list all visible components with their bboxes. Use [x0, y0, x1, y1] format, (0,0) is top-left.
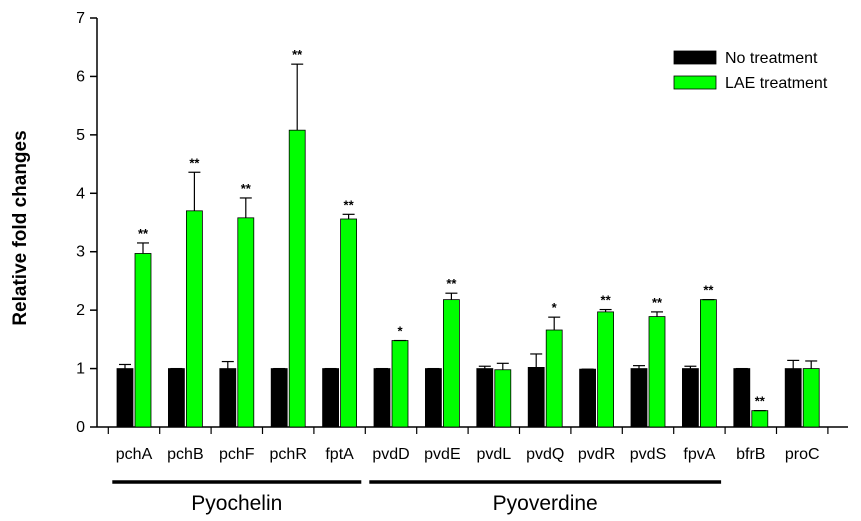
- x-tick-label: proC: [785, 446, 820, 463]
- x-tick-label: pchF: [219, 446, 255, 463]
- y-tick-label: 3: [76, 244, 85, 261]
- significance-label: **: [344, 197, 355, 212]
- bar-no-treatment: [733, 368, 751, 428]
- bar-no-treatment: [682, 368, 699, 428]
- legend-label: No treatment: [725, 50, 818, 67]
- x-tick-label: pvdS: [630, 446, 666, 463]
- significance-label: **: [703, 283, 714, 298]
- bar-lae-treatment: [134, 253, 152, 428]
- bar-lae-treatment: [751, 410, 769, 428]
- legend-swatch: [673, 75, 717, 90]
- x-tick-label: bfrB: [736, 446, 765, 463]
- bar-lae-treatment: [597, 311, 614, 428]
- x-tick-label: fpvA: [683, 446, 715, 463]
- bar-no-treatment: [116, 368, 134, 428]
- y-tick-label: 2: [76, 302, 85, 319]
- significance-label: **: [189, 155, 200, 170]
- significance-label: **: [241, 181, 252, 196]
- significance-label: **: [601, 293, 612, 308]
- x-tick-label: pvdL: [476, 446, 511, 463]
- bar-lae-treatment: [391, 340, 409, 428]
- bar-lae-treatment: [494, 369, 512, 428]
- x-tick-label: fptA: [325, 446, 354, 463]
- y-tick-label: 1: [76, 361, 85, 378]
- plot-area: 0 1 2 3 4 5 6 7 ** pchA ** pchB ** pchF ** pchR ** fptA * p…: [76, 10, 848, 515]
- significance-label: **: [446, 276, 457, 291]
- x-tick-label: pvdR: [578, 446, 615, 463]
- bar-lae-treatment: [340, 218, 358, 428]
- y-tick-label: 4: [76, 185, 85, 202]
- significance-label: *: [397, 324, 403, 339]
- y-tick-label: 5: [76, 127, 85, 144]
- x-tick-label: pvdE: [424, 446, 460, 463]
- y-axis-label: Relative fold changes: [10, 130, 31, 325]
- bar-lae-treatment: [237, 217, 255, 428]
- significance-label: **: [292, 47, 303, 62]
- significance-label: **: [138, 226, 149, 241]
- group-label: Pyoverdine: [493, 492, 598, 515]
- bar-lae-treatment: [442, 299, 460, 428]
- bar-lae-treatment: [802, 368, 820, 428]
- significance-label: **: [652, 295, 663, 310]
- y-tick-label: 0: [76, 419, 85, 436]
- bar-no-treatment: [219, 368, 237, 428]
- bar-no-treatment: [167, 368, 185, 428]
- significance-label: *: [552, 300, 558, 315]
- x-tick-label: pvdD: [372, 446, 409, 463]
- group-label: Pyochelin: [191, 492, 282, 515]
- x-tick-label: pchB: [167, 446, 203, 463]
- bar-no-treatment: [373, 368, 391, 428]
- bar-no-treatment: [270, 368, 288, 428]
- legend-swatch: [673, 50, 717, 65]
- bar-no-treatment: [424, 368, 442, 428]
- bar-lae-treatment: [700, 299, 717, 428]
- bar-lae-treatment: [648, 316, 666, 428]
- bar-lae-treatment: [185, 210, 203, 428]
- bar-no-treatment: [527, 367, 545, 428]
- bar-no-treatment: [630, 368, 648, 428]
- bar-lae-treatment: [288, 129, 306, 428]
- x-tick-label: pchA: [116, 446, 153, 463]
- significance-label: **: [755, 394, 766, 409]
- bar-no-treatment: [579, 368, 596, 428]
- bar-no-treatment: [784, 368, 802, 428]
- x-tick-label: pchR: [270, 446, 307, 463]
- bar-no-treatment: [322, 368, 340, 428]
- y-tick-label: 7: [76, 10, 85, 27]
- y-tick-label: 6: [76, 68, 85, 85]
- x-tick-label: pvdQ: [526, 446, 564, 463]
- bar-lae-treatment: [545, 329, 563, 428]
- bar-no-treatment: [476, 368, 494, 428]
- legend-label: LAE treatment: [725, 75, 828, 92]
